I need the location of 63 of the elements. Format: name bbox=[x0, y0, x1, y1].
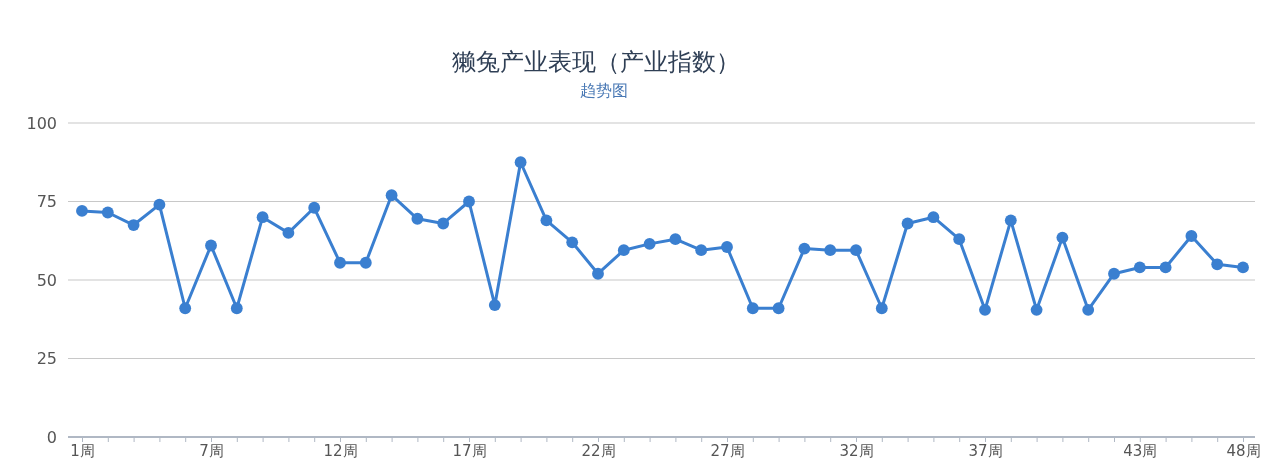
x-tick-label: 48周 bbox=[1226, 441, 1261, 460]
point bbox=[643, 237, 656, 250]
point bbox=[282, 226, 295, 239]
x-tick-label: 37周 bbox=[968, 441, 1003, 460]
point bbox=[721, 241, 733, 253]
point bbox=[1108, 267, 1120, 280]
point bbox=[463, 195, 475, 208]
x-tick-label: 12周 bbox=[323, 441, 358, 460]
y-tick-label: 25 bbox=[36, 349, 57, 369]
point bbox=[901, 217, 914, 230]
x-tick-label: 27周 bbox=[710, 441, 745, 460]
point bbox=[540, 214, 553, 227]
point bbox=[1237, 261, 1249, 274]
y-tick-label: 75 bbox=[36, 192, 57, 212]
point bbox=[514, 156, 527, 169]
point bbox=[127, 219, 140, 231]
point bbox=[1004, 214, 1017, 227]
point bbox=[1211, 258, 1224, 271]
point bbox=[1030, 303, 1043, 316]
point bbox=[308, 201, 321, 214]
y-tick-label: 0 bbox=[46, 427, 57, 447]
point bbox=[979, 303, 991, 316]
point bbox=[824, 244, 837, 257]
point bbox=[256, 211, 269, 224]
x-tick-label: 17周 bbox=[452, 441, 487, 460]
point bbox=[1159, 261, 1172, 274]
point bbox=[875, 302, 888, 315]
point bbox=[1133, 261, 1146, 274]
x-tick-label: 7周 bbox=[199, 441, 224, 460]
x-tick-label: 22周 bbox=[581, 441, 616, 460]
point bbox=[437, 217, 450, 230]
point bbox=[1185, 230, 1198, 242]
point bbox=[669, 233, 682, 246]
point bbox=[850, 244, 862, 257]
point bbox=[334, 256, 346, 269]
x-tick-label: 1周 bbox=[70, 441, 95, 460]
x-tick-label: 32周 bbox=[839, 441, 874, 460]
y-tick-label: 100 bbox=[26, 113, 57, 133]
point bbox=[592, 267, 604, 280]
point bbox=[179, 302, 192, 315]
point bbox=[617, 244, 630, 257]
point bbox=[230, 302, 243, 315]
point bbox=[411, 212, 424, 225]
point bbox=[566, 236, 579, 249]
point bbox=[76, 205, 88, 217]
x-tick-label: 43周 bbox=[1123, 441, 1158, 460]
point bbox=[488, 299, 501, 312]
point bbox=[1082, 303, 1095, 316]
chart-subtitle: 趋势图 bbox=[580, 81, 628, 100]
point bbox=[205, 239, 217, 252]
point bbox=[927, 211, 940, 224]
point bbox=[385, 189, 398, 202]
point bbox=[359, 256, 372, 269]
point bbox=[101, 206, 114, 219]
point bbox=[153, 198, 166, 211]
point bbox=[798, 242, 811, 255]
point bbox=[746, 302, 759, 315]
chart-title: 獭兔产业表现（产业指数） bbox=[452, 48, 740, 76]
point bbox=[772, 302, 785, 315]
point bbox=[953, 233, 966, 246]
y-tick-label: 50 bbox=[36, 270, 57, 290]
point bbox=[1056, 231, 1069, 244]
point bbox=[695, 244, 708, 257]
